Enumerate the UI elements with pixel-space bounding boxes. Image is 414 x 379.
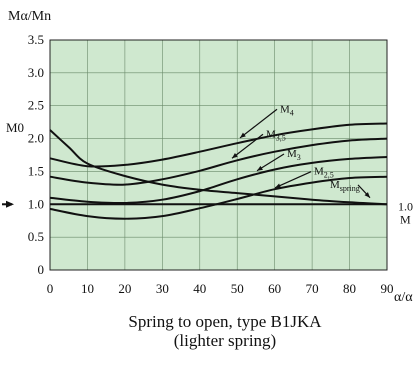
y-tick-label: 0 bbox=[38, 262, 45, 277]
series-label-arrow bbox=[231, 133, 264, 159]
x-tick-label: 90 bbox=[381, 281, 394, 296]
series-label-arrowhead bbox=[240, 132, 246, 138]
series-line-m3-5 bbox=[49, 137, 388, 186]
plot-area bbox=[50, 40, 387, 270]
y-tick-label: 1.5 bbox=[28, 163, 44, 178]
caption-title: Spring to open, type B1JKA bbox=[128, 312, 322, 331]
series-label-arrow bbox=[239, 108, 278, 139]
left-arrow bbox=[6, 200, 14, 208]
x-tick-label: 10 bbox=[81, 281, 94, 296]
x-tick-label: 30 bbox=[156, 281, 169, 296]
x-tick-label: 70 bbox=[306, 281, 319, 296]
series-label: M3 bbox=[287, 148, 301, 162]
y-axis-label: Mα/Mn bbox=[8, 9, 51, 24]
m0-label: M0 bbox=[6, 120, 24, 135]
y-tick-label: 3.0 bbox=[28, 65, 44, 80]
y-tick-label: 0.5 bbox=[28, 229, 44, 244]
series-line-m3 bbox=[49, 156, 388, 205]
series-label-arrowhead bbox=[364, 192, 370, 198]
x-tick-label: 60 bbox=[268, 281, 281, 296]
series-label-arrowhead bbox=[232, 153, 238, 159]
caption-subtitle: (lighter spring) bbox=[173, 331, 277, 350]
series-label: M4 bbox=[280, 103, 294, 117]
x-tick-label: 80 bbox=[343, 281, 356, 296]
series-line-mspring bbox=[49, 129, 388, 206]
series-label: M2,5 bbox=[314, 166, 334, 180]
y-tick-label: 2.5 bbox=[28, 98, 44, 113]
series-label-arrowhead bbox=[275, 183, 281, 188]
x-axis-label: α/α bbox=[394, 290, 413, 305]
y-tick-label: 2.0 bbox=[28, 131, 44, 146]
series-label: Mspring bbox=[330, 179, 360, 193]
series-line-m4 bbox=[49, 122, 388, 168]
y-tick-label: 1.0 bbox=[28, 196, 44, 211]
series-label-arrow bbox=[274, 171, 312, 189]
x-tick-label: 20 bbox=[118, 281, 131, 296]
plot-frame bbox=[49, 39, 388, 271]
x-tick-label: 50 bbox=[231, 281, 244, 296]
series-label-arrowhead bbox=[257, 165, 263, 171]
right-label: 1.0 bbox=[398, 199, 413, 213]
series-label: M3,5 bbox=[266, 128, 286, 142]
right-label: M bbox=[400, 212, 411, 226]
x-tick-label: 40 bbox=[193, 281, 206, 296]
x-tick-label: 0 bbox=[47, 281, 54, 296]
y-tick-label: 3.5 bbox=[28, 32, 44, 47]
